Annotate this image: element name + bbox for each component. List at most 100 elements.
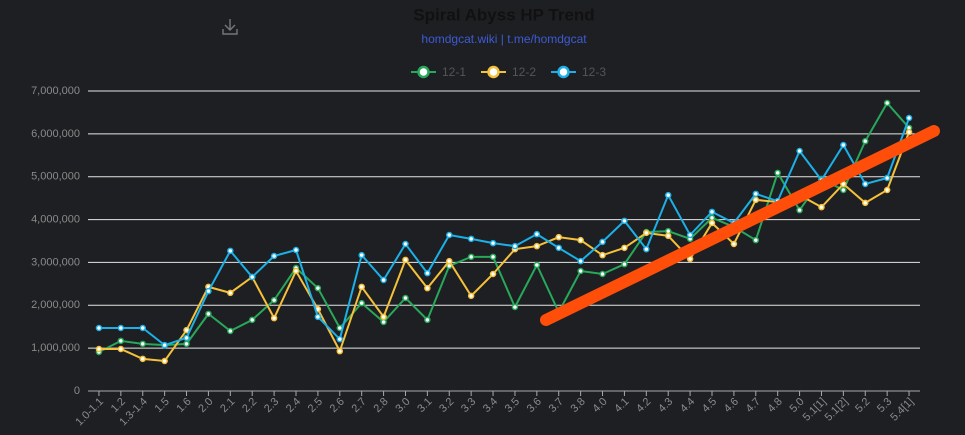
data-point [446,231,453,239]
data-point [752,190,760,198]
x-tick-label: 4.1 [612,396,631,415]
data-point [270,296,278,304]
data-point [205,287,212,295]
legend-item[interactable]: 12-3 [551,65,606,79]
data-point [621,217,628,225]
data-point [117,345,125,353]
data-point [511,242,519,250]
x-tick-label: 5.4[1] [888,396,916,424]
data-point [840,141,847,149]
x-tick-label: 3.1 [415,396,434,415]
data-point [248,273,256,281]
x-tick-label: 4.6 [722,396,741,415]
data-point [489,239,497,247]
data-point [117,337,125,345]
data-point [402,294,409,302]
chart-title: Spiral Abyss HP Trend [413,5,594,24]
x-tick-label: 2.4 [284,396,303,415]
series-line [98,117,910,347]
data-point [796,147,803,155]
x-tick-label: 4.3 [656,396,675,415]
x-tick-label: 4.8 [766,396,785,415]
data-point [708,208,716,216]
data-point [358,283,365,291]
legend-marker [557,65,570,79]
x-tick-label: 1.5 [153,396,172,415]
x-tick-label: 5.1[2] [823,396,851,424]
legend-label: 12-3 [582,65,606,79]
legend-item[interactable]: 12-1 [411,65,466,79]
data-point [358,299,365,307]
chart-subtitle[interactable]: homdgcat.wiki | t.me/homdgcat [421,32,587,46]
x-tick-label: 3.6 [525,396,544,415]
data-point [511,303,519,311]
data-point [446,257,453,265]
data-point [643,229,650,237]
data-point [95,345,103,353]
x-tick-label: 3.8 [569,396,588,415]
data-point [424,316,431,324]
x-tick-label: 3.7 [547,396,566,415]
x-tick-label: 2.2 [240,396,259,415]
data-point [577,257,584,265]
series-line [98,131,910,363]
data-point [555,244,562,252]
data-point [336,347,344,355]
y-tick-label: 0 [74,385,80,397]
y-tick-label: 5,000,000 [31,171,80,183]
data-point [117,324,125,332]
x-tick-label: 3.4 [481,396,500,415]
data-point [380,276,387,284]
data-point [292,246,300,254]
data-point [467,292,475,300]
x-tick-label: 3.3 [459,396,478,415]
data-point [708,219,716,227]
data-point [533,242,541,250]
data-point [686,255,694,263]
series-line [98,101,910,353]
data-point [467,235,475,243]
y-tick-label: 1,000,000 [31,342,80,354]
y-tick-label: 4,000,000 [31,213,80,225]
data-point [599,238,606,246]
data-point [161,341,168,349]
legend-marker [417,65,430,79]
data-point [577,267,584,275]
data-point [883,99,891,107]
x-tick-label: 5.1[1] [801,396,829,424]
data-point [533,230,541,238]
data-point [314,313,322,321]
x-tick-label: 3.5 [503,396,522,415]
x-tick-label: 4.5 [700,396,719,415]
x-tick-label: 3.2 [437,396,456,415]
data-point [862,180,869,188]
data-point [818,203,825,211]
x-tick-label: 4.4 [678,396,697,415]
data-point [227,289,234,297]
x-tick-label: 2.6 [328,396,347,415]
data-point [686,231,694,239]
data-point [840,186,847,194]
data-point [183,340,190,348]
legend-item[interactable]: 12-2 [481,65,536,79]
y-tick-label: 3,000,000 [31,256,80,268]
data-point [358,251,365,259]
x-tick-label: 4.2 [634,396,653,415]
download-icon[interactable] [222,19,238,35]
data-point [424,284,431,292]
data-point [161,357,168,365]
y-tick-label: 2,000,000 [31,299,80,311]
data-point [905,128,913,136]
data-point [227,247,234,255]
data-point [533,261,541,269]
data-point [664,232,672,240]
data-point [139,324,146,332]
data-point [139,355,146,363]
x-tick-label: 2.7 [350,396,369,415]
data-point [336,335,344,343]
data-point [489,270,497,278]
data-point [270,252,278,260]
data-point [862,137,869,145]
